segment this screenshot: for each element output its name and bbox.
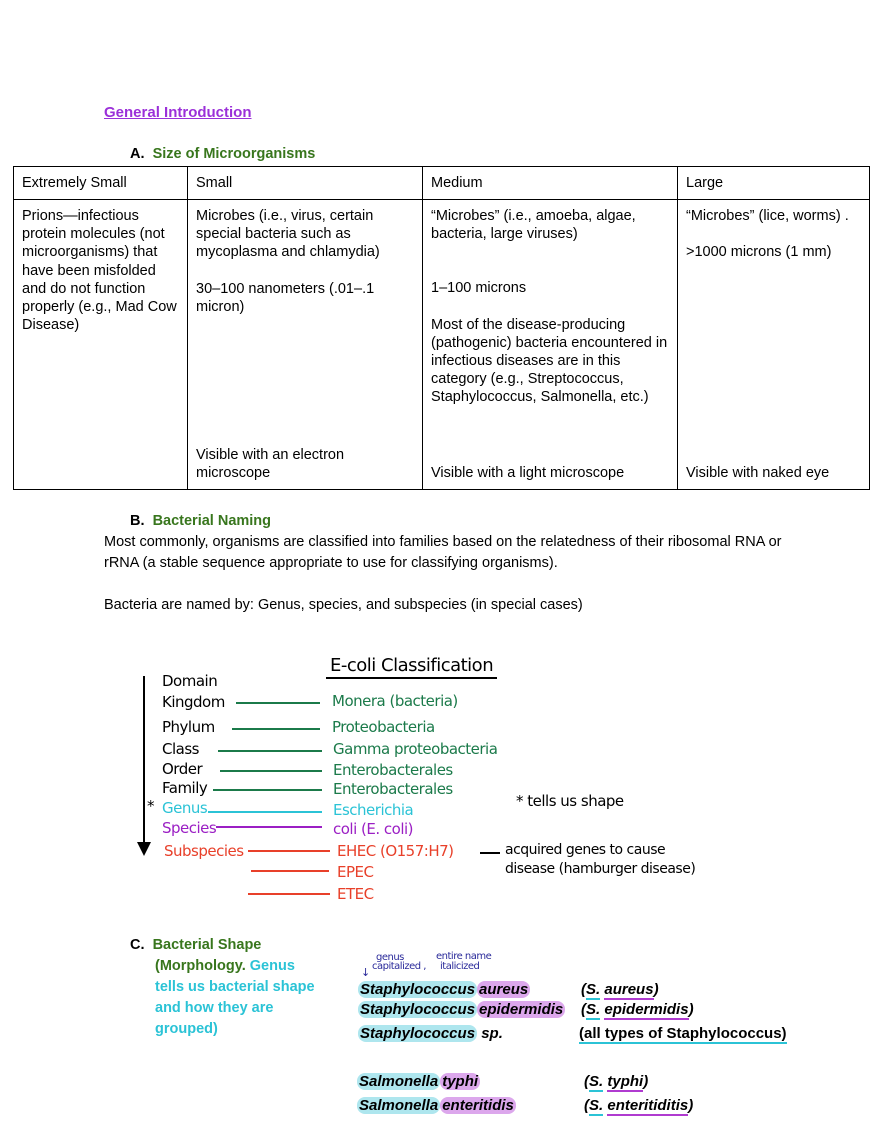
arrow-icon: ↓ (361, 966, 370, 979)
ehec-note-line1: acquired genes to cause (505, 842, 666, 858)
annotation-genus: genus (376, 952, 404, 963)
cell-extremely-small: Prions—infectious protein molecules (not… (13, 199, 188, 490)
connector (232, 728, 320, 730)
connector (248, 893, 330, 895)
connector (248, 850, 330, 852)
rank-domain: Domain (162, 672, 218, 690)
header-extremely-small: Extremely Small (13, 166, 188, 200)
genus-star: * (147, 797, 155, 815)
rank-family: Family (162, 779, 208, 797)
value-phylum: Proteobacteria (332, 718, 435, 736)
connector (216, 826, 322, 828)
annotation-capitalized: capitalized , (372, 961, 426, 972)
ehec-note-line2: disease (hamburger disease) (505, 861, 696, 877)
connector (213, 789, 322, 791)
intro-heading[interactable]: General Introduction (104, 104, 252, 121)
section-c-heading: C. Bacterial Shape (130, 937, 262, 953)
value-genus: Escherichia (333, 801, 414, 819)
connector (220, 770, 322, 772)
genus-note: * tells us shape (516, 792, 624, 810)
value-family: Enterobacterales (333, 780, 453, 798)
connector (480, 852, 500, 854)
rank-genus: Genus (162, 799, 208, 817)
header-medium: Medium (422, 166, 678, 200)
size-table: Extremely Small Small Medium Large Prion… (13, 166, 870, 490)
value-ehec: EHEC (O157:H7) (337, 842, 454, 860)
example-staph-sp: Staphylococcus sp. (358, 1025, 503, 1042)
small-desc: Microbes (i.e., virus, certain special b… (196, 208, 380, 261)
section-b-heading: B. Bacterial Naming (130, 513, 272, 529)
large-size: >1000 microns (1 mm) (686, 244, 832, 261)
connector (251, 870, 329, 872)
hierarchy-arrow-line (143, 676, 145, 844)
small-visibility: Visible with an electron microscope (196, 446, 345, 481)
value-order: Enterobacterales (333, 761, 453, 779)
header-small: Small (187, 166, 423, 200)
example-salmonella-enteritidis: Salmonella enteritidis (357, 1097, 516, 1114)
large-visibility: Visible with naked eye (686, 464, 830, 481)
example-staph-epidermidis: Staphylococcus epidermidis (358, 1001, 566, 1018)
diagram-title: E-coli Classification (326, 655, 498, 679)
annotation-entire-name: entire name (436, 951, 492, 962)
connector (218, 750, 322, 752)
naming-paragraph: Most commonly, organisms are classified … (104, 534, 782, 571)
section-c-note: (Morphology. Genus tells us bacterial sh… (155, 958, 315, 1037)
connector (208, 811, 322, 813)
example-salmonella-typhi: Salmonella typhi (357, 1073, 481, 1090)
arrow-down-icon (137, 842, 151, 856)
rank-subspecies: Subspecies (164, 842, 244, 860)
value-epec: EPEC (337, 863, 374, 881)
rank-class: Class (162, 740, 199, 758)
abbr-salmonella-enteritidis: (S. enteritiditis) (584, 1097, 694, 1116)
medium-visibility: Visible with a light microscope (431, 464, 625, 481)
rank-order: Order (162, 760, 203, 778)
header-large: Large (677, 166, 870, 200)
annotation-italicized: italicized (440, 961, 480, 972)
small-size: 30–100 nanometers (.01–.1 micron) (196, 280, 375, 315)
value-etec: ETEC (337, 885, 374, 903)
large-desc: “Microbes” (lice, worms) . (686, 208, 849, 224)
rank-phylum: Phylum (162, 718, 215, 736)
medium-desc: “Microbes” (i.e., amoeba, algae, bacteri… (431, 208, 636, 243)
connector (236, 702, 320, 704)
abbr-staph-sp: (all types of Staphylococcus) (579, 1025, 787, 1044)
value-kingdom: Monera (bacteria) (332, 692, 458, 710)
abbr-staph-aureus: (S. aureus) (581, 981, 659, 1000)
section-a-heading: A. Size of Microorganisms (130, 146, 316, 162)
example-staph-aureus: Staphylococcus aureus (358, 981, 531, 998)
medium-note: Most of the disease-producing (pathogeni… (431, 316, 668, 406)
rank-kingdom: Kingdom (162, 693, 225, 711)
abbr-staph-epidermidis: (S. epidermidis) (581, 1001, 694, 1020)
rank-species: Species (162, 819, 217, 837)
value-class: Gamma proteobacteria (333, 740, 498, 758)
medium-size: 1–100 microns (431, 280, 527, 297)
value-species: coli (E. coli) (333, 820, 414, 838)
abbr-salmonella-typhi: (S. typhi) (584, 1073, 649, 1092)
naming-rule: Bacteria are named by: Genus, species, a… (104, 597, 583, 613)
